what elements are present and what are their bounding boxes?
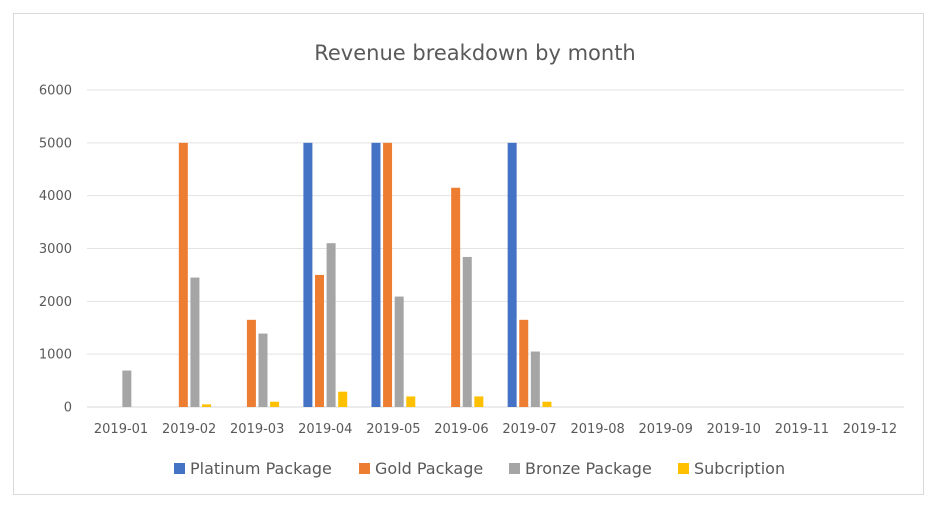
bar-bronze-package (258, 333, 268, 407)
bar-platinum-package (371, 142, 381, 408)
x-tick-label: 2019-04 (298, 422, 352, 437)
grid-lines (87, 89, 904, 408)
bar-bronze-package (326, 243, 336, 407)
bar-subcription (338, 391, 348, 407)
x-tick-label: 2019-09 (639, 422, 693, 437)
chart-frame (13, 13, 924, 495)
x-tick-label: 2019-07 (502, 422, 556, 437)
bar-gold-package (451, 187, 461, 407)
legend-swatch (359, 463, 370, 474)
bars (122, 142, 552, 408)
x-tick-label: 2019-12 (843, 422, 897, 437)
legend-swatch (678, 463, 689, 474)
x-tick-label: 2019-01 (94, 422, 148, 437)
bar-gold-package (383, 142, 393, 408)
bar-subcription (270, 401, 280, 407)
bar-bronze-package (394, 296, 404, 407)
bar-subcription (542, 401, 552, 407)
legend: Platinum Package Gold Package Bronze Packa… (174, 459, 785, 478)
x-tick-label: 2019-06 (434, 422, 488, 437)
bar-gold-package (314, 274, 324, 407)
legend-label: Subcription (694, 459, 785, 478)
x-tick-label: 2019-02 (162, 422, 216, 437)
bar-subcription (406, 396, 416, 407)
bar-platinum-package (507, 142, 517, 408)
y-tick-label: 0 (64, 401, 72, 416)
y-tick-label: 5000 (39, 136, 72, 151)
x-tick-label: 2019-08 (570, 422, 624, 437)
bar-platinum-package (303, 142, 313, 408)
y-tick-label: 2000 (39, 295, 72, 310)
y-axis: 0 1000 2000 3000 4000 5000 6000 (39, 84, 72, 416)
x-tick-label: 2019-10 (707, 422, 761, 437)
x-tick-label: 2019-03 (230, 422, 284, 437)
bar-bronze-package (462, 256, 472, 407)
bar-subcription (474, 396, 484, 407)
bar-subcription (202, 404, 212, 407)
legend-label: Bronze Package (525, 459, 652, 478)
bar-bronze-package (530, 351, 540, 407)
bar-bronze-package (190, 277, 200, 407)
chart-title: Revenue breakdown by month (314, 41, 636, 65)
bar-bronze-package (122, 370, 132, 407)
y-tick-label: 4000 (39, 189, 72, 204)
legend-label: Platinum Package (190, 459, 332, 478)
legend-swatch (509, 463, 520, 474)
bar-gold-package (246, 319, 256, 407)
y-tick-label: 3000 (39, 242, 72, 257)
legend-swatch (174, 463, 185, 474)
x-axis: 2019-01 2019-02 2019-03 2019-04 2019-05 2019-… (94, 422, 897, 437)
x-tick-label: 2019-05 (366, 422, 420, 437)
legend-label: Gold Package (375, 459, 483, 478)
y-tick-label: 1000 (39, 348, 72, 363)
bar-gold-package (519, 319, 529, 407)
y-tick-label: 6000 (39, 84, 72, 99)
bar-gold-package (178, 142, 188, 408)
x-tick-label: 2019-11 (775, 422, 829, 437)
